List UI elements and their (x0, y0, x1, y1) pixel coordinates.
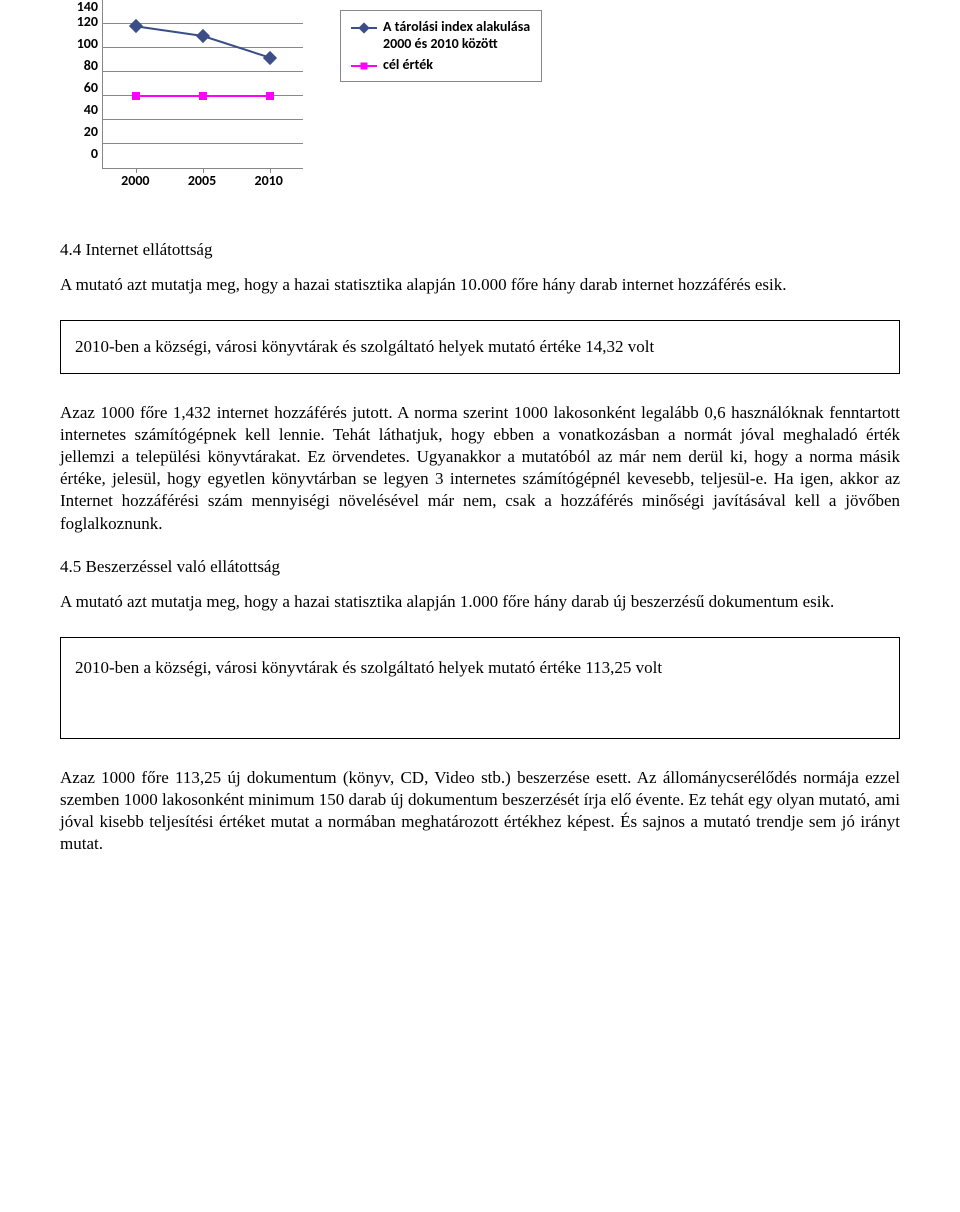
chart-x-axis-labels: 200020052010 (102, 172, 302, 189)
chart-x-tick-label: 2010 (235, 172, 302, 189)
chart-x-tick-label: 2000 (102, 172, 169, 189)
chart-y-tick-label: 80 (60, 59, 98, 73)
chart-y-axis-labels: 140120 100 80 60 40 20 0 (60, 0, 98, 168)
section-4-5-intro: A mutató azt mutatja meg, hogy a hazai s… (60, 591, 900, 613)
chart-y-tick-label: 0 (60, 147, 98, 161)
chart-legend: A tárolási index alakulása 2000 és 2010 … (340, 10, 542, 82)
legend-label: A tárolási index alakulása 2000 és 2010 … (383, 19, 531, 53)
chart-y-tick-label: 40 (60, 103, 98, 117)
chart-marker (132, 92, 140, 100)
storage-index-chart: 140120 100 80 60 40 20 0 200020052010 (60, 0, 320, 200)
chart-plot-area (102, 0, 303, 169)
section-4-4-intro: A mutató azt mutatja meg, hogy a hazai s… (60, 274, 900, 296)
chart-y-tick-label: 100 (60, 37, 98, 51)
chart-marker (196, 29, 210, 43)
chart-x-tick-label: 2005 (169, 172, 236, 189)
chart-y-tick-label: 140 (60, 0, 98, 14)
chart-marker (129, 19, 143, 33)
storage-index-chart-row: 140120 100 80 60 40 20 0 200020052010 A tárolá… (60, 0, 900, 200)
legend-label: cél érték (383, 57, 433, 74)
chart-y-tick-label: 60 (60, 81, 98, 95)
section-4-4-body: Azaz 1000 főre 1,432 internet hozzáférés… (60, 402, 900, 535)
chart-y-tick-label: 120 (60, 15, 98, 29)
chart-marker (263, 51, 277, 65)
section-4-5-body: Azaz 1000 főre 113,25 új dokumentum (kön… (60, 767, 900, 855)
callout-internet-index: 2010-ben a községi, városi könyvtárak és… (60, 320, 900, 374)
section-4-5-heading: 4.5 Beszerzéssel való ellátottság (60, 557, 900, 577)
section-4-4-heading: 4.4 Internet ellátottság (60, 240, 900, 260)
legend-item: A tárolási index alakulása 2000 és 2010 … (351, 19, 531, 53)
callout-acquisition-index: 2010-ben a községi, városi könyvtárak és… (60, 637, 900, 739)
chart-marker (266, 92, 274, 100)
chart-y-tick-label: 20 (60, 125, 98, 139)
legend-item: cél érték (351, 57, 531, 74)
chart-marker (199, 92, 207, 100)
